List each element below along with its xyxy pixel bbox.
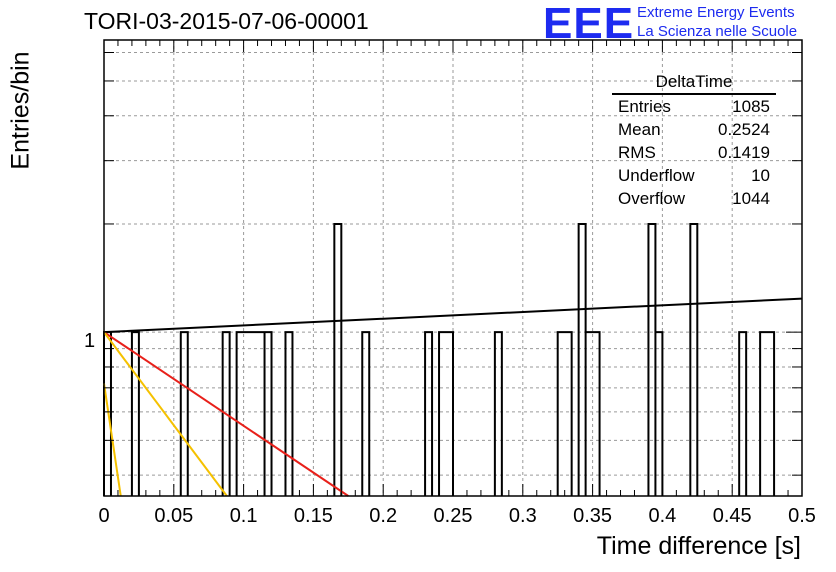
- histogram-bin: [425, 332, 432, 496]
- histogram-bin: [362, 332, 369, 496]
- stats-label: Mean: [618, 120, 661, 139]
- logo-line-1: Extreme Energy Events: [637, 4, 795, 21]
- x-tick-label: 0.05: [154, 505, 193, 527]
- x-tick-label: 0.2: [369, 505, 397, 527]
- histogram-bin: [104, 332, 111, 496]
- x-tick-label: 0.1: [230, 505, 258, 527]
- stats-label: Underflow: [618, 166, 695, 185]
- stats-label: RMS: [618, 143, 656, 162]
- fit-line: [103, 383, 122, 497]
- histogram-bin: [655, 332, 662, 496]
- x-tick-label: 0.3: [509, 505, 537, 527]
- histogram-bin: [739, 332, 746, 496]
- x-tick-label: 0.5: [788, 505, 816, 527]
- x-tick-label: 0: [98, 505, 109, 527]
- histogram-bin: [439, 332, 453, 496]
- stats-row-overflow: Overflow 1044: [612, 187, 776, 210]
- eee-logo-text: Extreme Energy Events La Scienza nelle S…: [637, 3, 797, 41]
- histogram-bin: [558, 332, 572, 496]
- histogram-bin: [181, 332, 188, 496]
- stats-value: 10: [751, 166, 770, 185]
- fit-line: [103, 331, 228, 497]
- stats-value: 1085: [732, 97, 770, 116]
- x-tick-label: 0.35: [573, 505, 612, 527]
- histogram-bin: [237, 332, 265, 496]
- x-tick-label: 0.25: [434, 505, 473, 527]
- x-axis-label: Time difference [s]: [596, 532, 801, 560]
- histogram-bin: [648, 224, 655, 496]
- histogram-bin: [265, 332, 272, 496]
- y-axis-label: Entries/bin: [6, 51, 35, 170]
- stats-box: DeltaTime Entries 1085 Mean 0.2524 RMS 0…: [612, 72, 776, 210]
- x-tick-label: 0.4: [648, 505, 676, 527]
- stats-row-underflow: Underflow 10: [612, 164, 776, 187]
- eee-logo-mark: EEE: [543, 0, 635, 48]
- logo-line-2: La Scienza nelle Scuole: [637, 23, 798, 40]
- histogram-bin: [334, 224, 341, 496]
- histogram-bars: [103, 222, 776, 496]
- histogram-bin: [760, 332, 774, 496]
- stats-value: 1044: [732, 189, 770, 208]
- stats-value: 0.2524: [718, 120, 770, 139]
- stats-label: Entries: [618, 97, 671, 116]
- stats-value: 0.1419: [718, 143, 770, 162]
- histogram-bin: [690, 224, 697, 496]
- stats-title: DeltaTime: [612, 72, 776, 95]
- stats-label: Overflow: [618, 189, 686, 208]
- chart-title: TORI-03-2015-07-06-00001: [84, 8, 369, 34]
- fit-line: [103, 297, 803, 334]
- fit-line: [103, 331, 349, 497]
- histogram-bin: [579, 224, 586, 496]
- stats-row-rms: RMS 0.1419: [612, 141, 776, 164]
- histogram-bin: [285, 332, 292, 496]
- stats-row-mean: Mean 0.2524: [612, 118, 776, 141]
- y-tick-label: 1: [84, 330, 96, 352]
- histogram-bin: [132, 332, 139, 496]
- stats-row-entries: Entries 1085: [612, 95, 776, 118]
- x-tick-label: 0.45: [713, 505, 752, 527]
- histogram-bin: [495, 332, 502, 496]
- x-tick-label: 0.15: [294, 505, 333, 527]
